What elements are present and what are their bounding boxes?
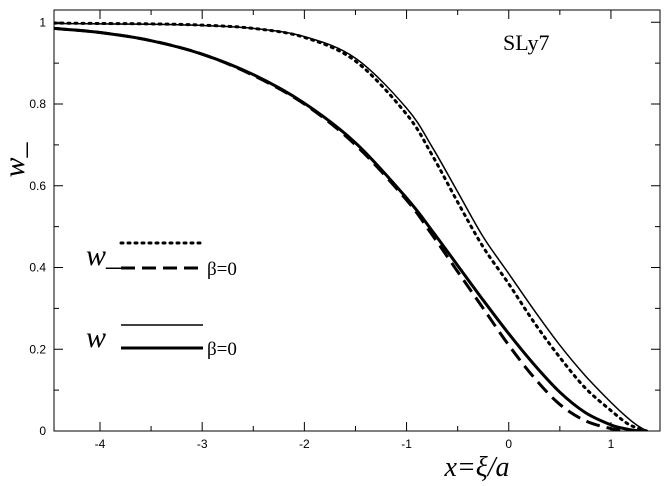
x-tick-label: 1 [608,437,615,451]
legend-label: β=0 [207,259,237,280]
chart-annotation: SLy7 [503,30,549,55]
y-tick-label: 0.4 [29,261,46,275]
x-tick-label: -4 [95,437,106,451]
y-tick-label: 1 [39,15,46,29]
series-line-1 [54,26,647,431]
y-axis-label: w_ [0,141,31,177]
x-tick-label: -1 [401,437,412,451]
x-axis-label: x=ξ/a [443,452,509,483]
x-tick-label: -2 [299,437,310,451]
x-tick-label: -3 [197,437,208,451]
x-tick-label: 0 [505,437,512,451]
series-lines [54,21,649,431]
plot-frame [53,9,661,432]
legend-symbol: w_ [86,239,122,272]
series-line-3 [54,26,647,431]
legend-symbol: w [86,321,106,354]
series-line-0 [54,21,649,431]
y-tick-label: 0 [39,424,46,438]
plot-frame-group [53,9,661,432]
y-tick-label: 0.6 [29,179,46,193]
series-line-2 [54,22,648,431]
y-tick-label: 0.8 [29,97,46,111]
axis-ticks: -4 -3 -2 -1 0 1 0 0.2 0.4 0.6 0.8 1 [29,10,660,451]
legend: w_ β=0 w β=0 [86,239,237,360]
y-tick-label: 0.2 [29,342,46,356]
legend-label: β=0 [207,339,237,360]
